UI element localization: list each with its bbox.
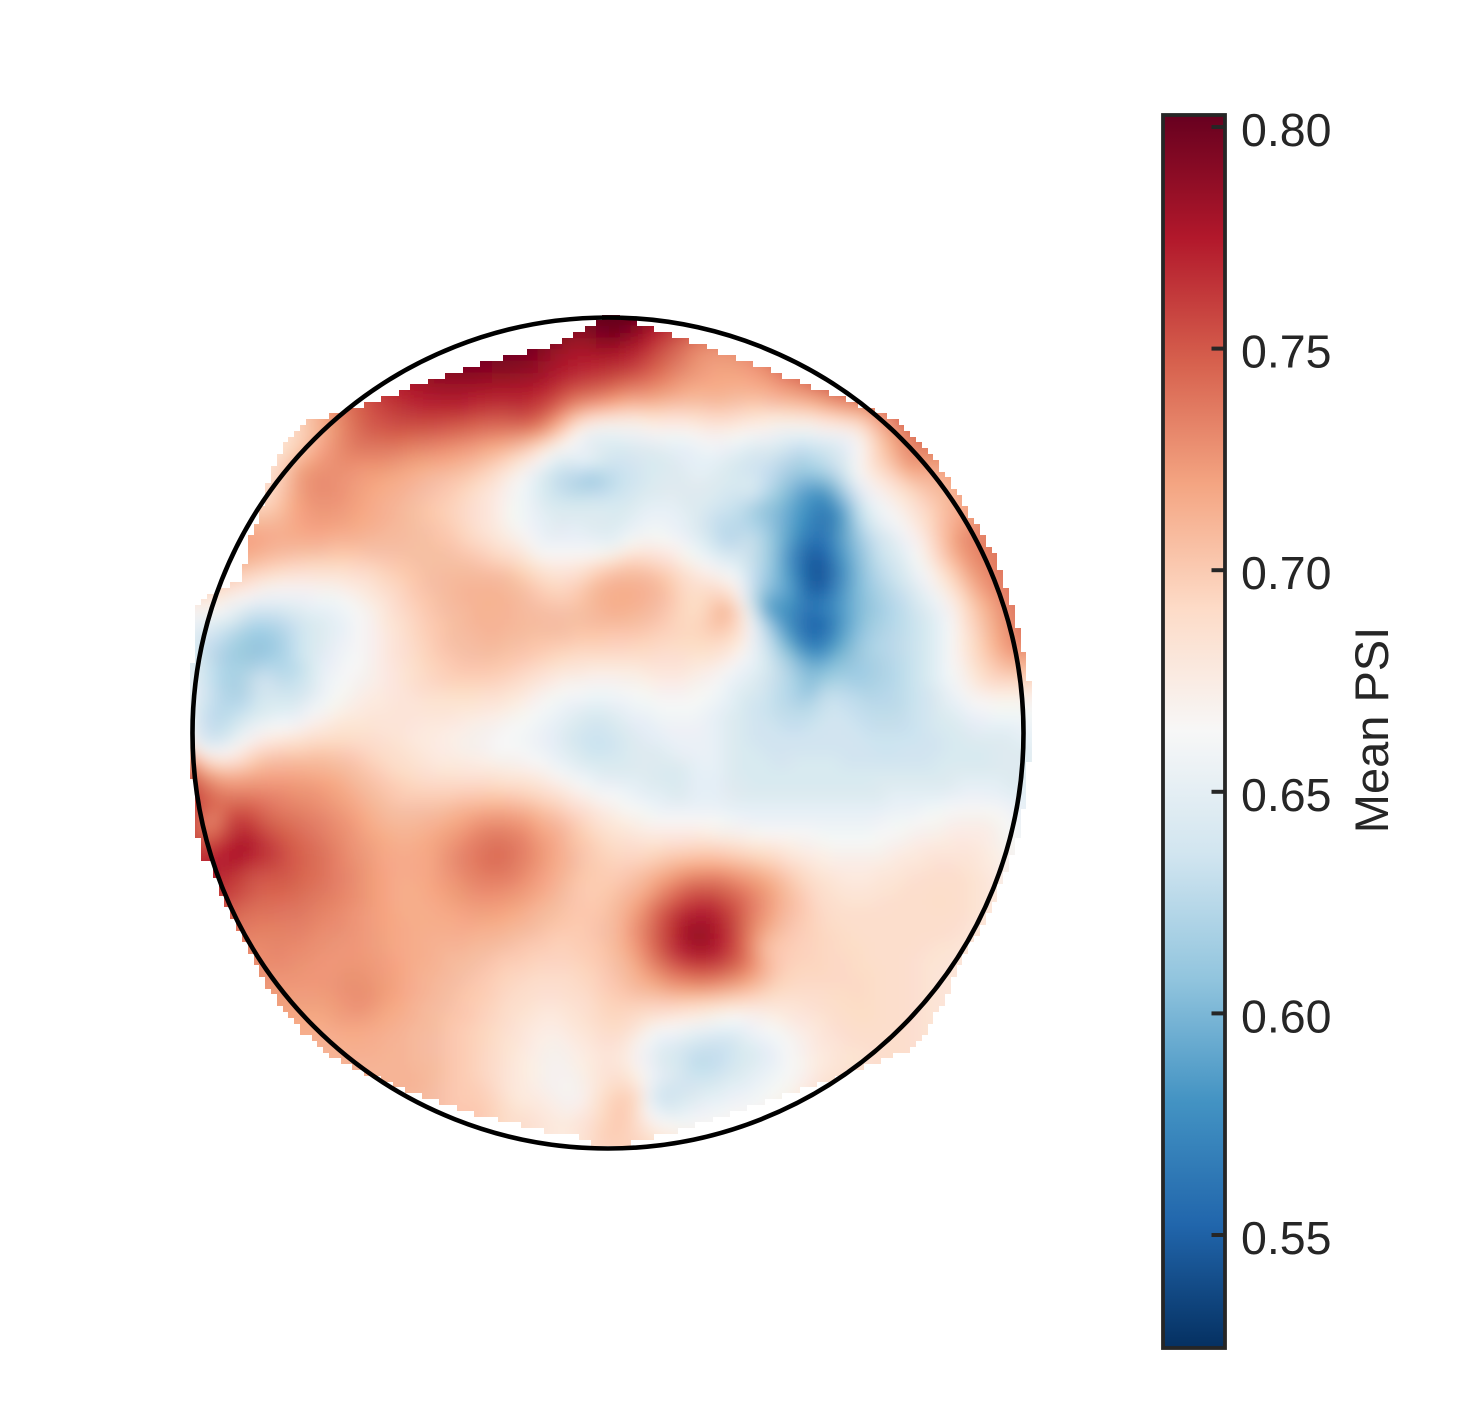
svg-text:0.65: 0.65 bbox=[1241, 769, 1332, 821]
svg-text:Mean PSI: Mean PSI bbox=[1345, 627, 1398, 833]
svg-text:0.75: 0.75 bbox=[1241, 326, 1332, 378]
svg-text:0.70: 0.70 bbox=[1241, 547, 1332, 599]
svg-text:0.55: 0.55 bbox=[1241, 1212, 1332, 1264]
svg-text:0.60: 0.60 bbox=[1241, 990, 1332, 1042]
svg-text:0.80: 0.80 bbox=[1241, 104, 1332, 156]
